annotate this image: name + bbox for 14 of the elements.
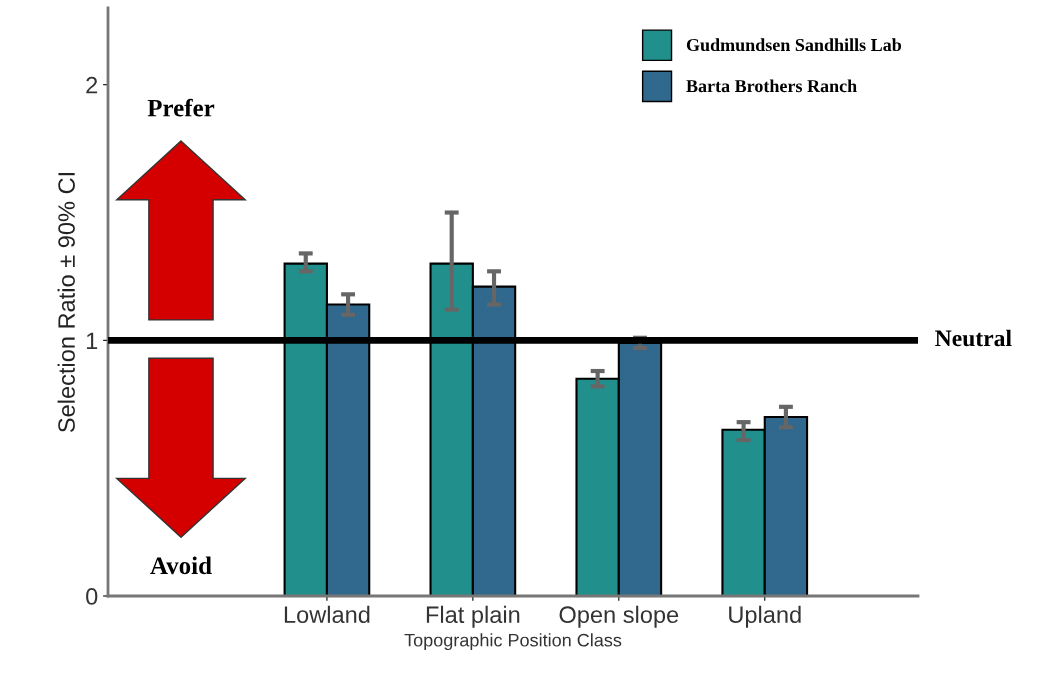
text: Prefer [147,98,215,117]
x-tick-label: Open slope [559,605,679,628]
x-tick-label: Upland [729,605,801,628]
y-axis-title: Selection Ratio ± 90% CI [57,173,75,433]
ref-line-label: Neutral [935,329,1012,347]
x-axis-title: Topographic Position Class [404,633,622,651]
x-tick-label: Flat plain [426,605,520,628]
y-tick-label: 2 [86,76,98,94]
legend-label: Gudmundsen Sandhills Lab [686,38,902,52]
y-tick-label: 0 [86,588,98,605]
y-tick-label: 1 [86,332,98,349]
x-tick-label: Lowland [284,605,370,624]
legend-label: Barta Brothers Ranch [686,79,857,93]
text: Avoid [150,556,212,575]
